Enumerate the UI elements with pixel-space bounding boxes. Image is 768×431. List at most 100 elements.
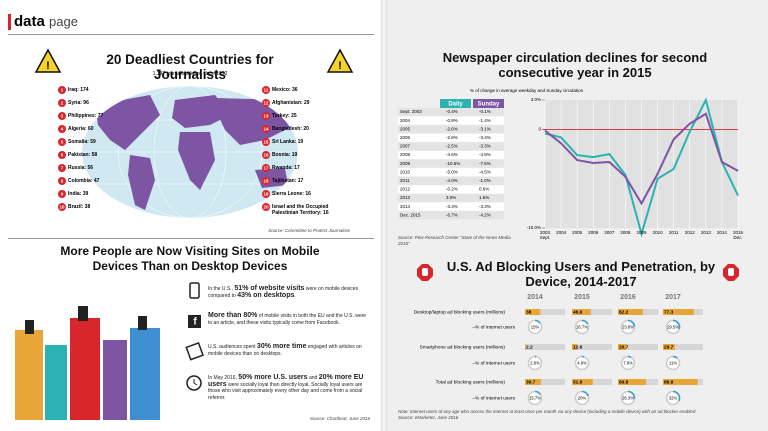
table-cell: -10.6%: [446, 161, 460, 166]
x-tick-label: 2009: [636, 230, 647, 235]
country-label: Israel and the Occupied Palestinian Terr…: [272, 204, 329, 216]
brand: data: [14, 13, 45, 30]
table-cell: -2.5%: [446, 144, 458, 149]
year-header: 2017: [665, 294, 681, 301]
bar: [663, 379, 698, 385]
ring-label: 26.3%: [622, 395, 634, 400]
data-line: [544, 112, 739, 206]
bar-label: 2.2: [526, 345, 533, 351]
table-row: [398, 211, 504, 220]
table-cell: -4.6%: [446, 152, 458, 157]
item-text: and: [307, 375, 319, 381]
y-tick-label: 0: [538, 127, 541, 132]
row-label: –% of internet users: [472, 395, 515, 401]
ring-label: 2.8%: [530, 360, 540, 365]
table-cell: -4.2%: [479, 212, 491, 217]
bar: [618, 344, 627, 350]
rank-number: 13: [263, 113, 269, 118]
subtitle: 1,197 journalists killed since 1992: [152, 71, 228, 77]
ring: [527, 319, 543, 335]
bar-label: 86.8: [664, 380, 674, 386]
item-text: In the U.S.,: [208, 286, 235, 292]
table-cell: -3.3%: [479, 204, 491, 209]
table-row: [398, 168, 504, 177]
row-year: 2010: [400, 169, 411, 174]
table-row: [398, 151, 504, 159]
row-year: 2014: [400, 204, 411, 209]
bar-label: 77.3: [664, 310, 674, 316]
table-row: [398, 116, 504, 125]
row-year: 2013: [400, 195, 411, 200]
y-tick-label: -10.0%: [527, 225, 541, 230]
row-label: –% of internet users: [472, 324, 515, 330]
table-header-text: Sunday: [478, 101, 500, 107]
rank-badge: [262, 99, 270, 107]
world-map: [82, 86, 298, 218]
rank-badge: [58, 151, 66, 159]
rank-badge: [262, 203, 270, 211]
rank-badge: [262, 112, 270, 120]
table-row: [398, 108, 504, 116]
source: Source: Pew Research Center "State of th…: [398, 235, 511, 246]
x-tick-label: 2015 Dec.: [732, 230, 743, 240]
rank-number: 4: [61, 126, 64, 131]
bar-label: 51.9: [573, 380, 583, 386]
item-text: .: [294, 292, 296, 299]
bar-label: 69.8: [619, 380, 629, 386]
rank-badge: [262, 177, 270, 185]
country-label: Algeria: 60: [68, 126, 94, 132]
table-cell: -2.6%: [446, 126, 458, 131]
rank-number: 1: [61, 87, 64, 92]
row-year: 2006: [400, 135, 411, 140]
item-text: In May 2016,: [208, 375, 239, 381]
ring-label: 7.8%: [623, 360, 633, 365]
highlight: 51% of website visits: [234, 285, 305, 292]
row-year: 2005: [400, 126, 411, 131]
ring-label: 11%: [669, 360, 677, 365]
table-cell: 1.6%: [479, 195, 489, 200]
item-text: of mobile visits in both the EU and the …: [208, 313, 367, 326]
country-label: Brazil: 38: [68, 204, 91, 210]
rank-number: 14: [263, 126, 269, 131]
row-year: 2012: [400, 187, 411, 192]
table-row: [398, 194, 504, 202]
rank-number: 19: [263, 191, 269, 196]
bar-label: 20.7: [619, 345, 629, 351]
row-year: Dec. 2015: [400, 212, 421, 217]
x-tick-label: 2014: [716, 230, 727, 235]
device-icons: f: [185, 282, 204, 391]
ring: [527, 355, 543, 371]
bar-track: [572, 344, 612, 350]
bar-track: [525, 379, 565, 385]
ring-label: 16.7%: [576, 324, 588, 329]
table-cell: -0.4%: [446, 109, 458, 114]
table-header-text: Daily: [448, 101, 463, 107]
mobile-item: In the U.S., 51% of website visits were …: [208, 285, 370, 299]
chart-title: Newspaper circulation declines for secon…: [442, 50, 708, 80]
rank-number: 3: [61, 113, 64, 118]
section-title: 20 Deadliest Countries for Journalists: [106, 52, 274, 82]
rank-number: 2: [61, 100, 64, 105]
table-cell: 0.6%: [479, 187, 489, 192]
table-cell: -4.5%: [479, 169, 491, 174]
ring: [574, 390, 590, 406]
year-header: 2014: [527, 294, 543, 301]
ring: [574, 319, 590, 335]
country-label: Tajikistan: 17: [272, 178, 304, 184]
bar-label: 29.7: [664, 345, 674, 351]
rank-number: 8: [61, 178, 64, 183]
svg-text:!: !: [46, 60, 50, 72]
rank-number: 9: [61, 191, 64, 196]
x-tick-label: 2013: [700, 230, 711, 235]
row-year: 2004: [400, 118, 411, 123]
ring-label: 15.7%: [529, 395, 541, 400]
table-cell: -7.5%: [479, 161, 491, 166]
rank-badge: [262, 86, 270, 94]
country-label: Bangladesh: 20: [272, 126, 309, 132]
x-tick-label: 2011: [668, 230, 679, 235]
table-row: [398, 125, 504, 134]
row-year: 2011: [400, 178, 410, 183]
section-title: More People are Now Visiting Sites on Mo…: [60, 244, 320, 273]
x-tick-label: 2004: [556, 230, 567, 235]
